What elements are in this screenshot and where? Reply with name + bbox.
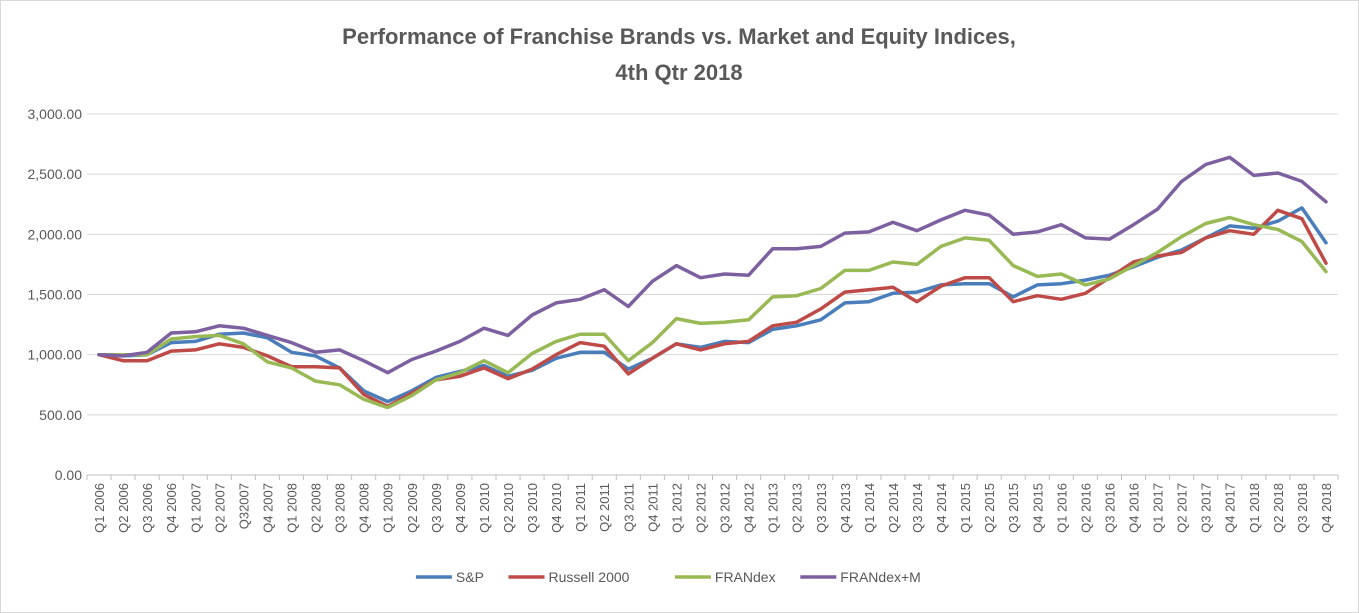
chart-title: Performance of Franchise Brands vs. Mark…: [342, 24, 1016, 49]
x-tick-label: Q4 2014: [934, 483, 949, 533]
x-tick-label: Q3 2017: [1199, 483, 1214, 533]
x-tick-label: Q1 2010: [477, 483, 492, 533]
x-tick-label: Q4 2010: [549, 483, 564, 533]
x-tick-label: Q3 2012: [718, 483, 733, 533]
x-tick-label: Q1 2013: [766, 483, 781, 533]
x-tick-label: Q4 2016: [1127, 483, 1142, 533]
x-tick-label: Q32007: [236, 483, 251, 529]
chart-subtitle: 4th Qtr 2018: [615, 60, 742, 85]
legend: S&P Russell 2000 FRANdex FRANdex+M: [415, 569, 921, 585]
y-axis: 0.00 500.00 1,000.00 1,500.00 2,000.00 2,500.…: [28, 106, 83, 483]
x-tick-label: Q2 2010: [501, 483, 516, 533]
x-tick-label: Q3 2018: [1295, 483, 1310, 533]
x-tick-label: Q3 2014: [910, 483, 925, 533]
x-tick-label: Q1 2017: [1151, 483, 1166, 533]
x-tick-label: Q2 2017: [1175, 483, 1190, 533]
x-tick-label: Q1 2008: [284, 483, 299, 533]
x-tick-label: Q2 2011: [597, 483, 612, 532]
x-tick-label: Q3 2010: [525, 483, 540, 533]
x-tick-label: Q1 2015: [958, 483, 973, 533]
legend-label: FRANdex: [715, 569, 776, 585]
gridlines: [87, 113, 1338, 476]
y-tick-label: 2,500.00: [28, 166, 83, 182]
x-tick-label: Q4 2006: [164, 483, 179, 533]
y-tick-label: 0.00: [55, 467, 82, 483]
series-lines: [97, 155, 1328, 410]
x-axis: Q1 2006 Q2 2006 Q3 2006 Q4 2006 Q1 2007 Q2 20…: [86, 475, 1339, 533]
x-tick-label: Q2 2013: [790, 483, 805, 533]
x-tick-label: Q2 2016: [1078, 483, 1093, 533]
x-tick-label: Q3 2011: [621, 483, 636, 532]
x-tick-label: Q4 2017: [1223, 483, 1238, 533]
x-tick-label: Q2 2014: [886, 483, 901, 533]
x-tick-label: Q3 2015: [1006, 483, 1021, 533]
x-tick-label: Q1 2009: [381, 483, 396, 533]
y-tick-label: 3,000.00: [28, 106, 83, 122]
x-tick-label: Q1 2007: [188, 483, 203, 533]
x-tick-label: Q3 2013: [814, 483, 829, 533]
series-line-4: [97, 155, 1328, 375]
y-tick-label: 1,500.00: [28, 287, 83, 303]
x-tick-label: Q3 2006: [140, 483, 155, 533]
legend-label: S&P: [456, 569, 484, 585]
x-tick-label: Q2 2008: [309, 483, 324, 533]
x-tick-label: Q4 2011: [645, 483, 660, 532]
series-line-3: [97, 215, 1328, 410]
x-tick-label: Q2 2012: [693, 483, 708, 533]
x-tick-label: Q1 2011: [573, 483, 588, 532]
y-tick-label: 500.00: [39, 407, 82, 423]
x-tick-label: Q3 2008: [333, 483, 348, 533]
series-line-2: [97, 208, 1328, 409]
y-tick-label: 1,000.00: [28, 347, 83, 363]
x-tick-label: Q1 2018: [1247, 483, 1262, 533]
x-tick-label: Q1 2014: [862, 483, 877, 533]
x-tick-label: Q4 2018: [1319, 483, 1334, 533]
legend-label: Russell 2000: [549, 569, 630, 585]
x-tick-label: Q4 2008: [357, 483, 372, 533]
x-tick-label: Q2 2018: [1271, 483, 1286, 533]
x-tick-label: Q3 2016: [1102, 483, 1117, 533]
x-tick-label: Q2 2009: [405, 483, 420, 533]
x-tick-label: Q2 2006: [116, 483, 131, 533]
x-tick-label: Q3 2009: [429, 483, 444, 533]
x-tick-label: Q1 2006: [92, 483, 107, 533]
x-tick-label: Q2 2015: [982, 483, 997, 533]
x-tick-label: Q4 2012: [742, 483, 757, 533]
x-tick-label: Q4 2013: [838, 483, 853, 533]
x-tick-label: Q2 2007: [212, 483, 227, 533]
x-tick-label: Q1 2016: [1054, 483, 1069, 533]
x-tick-label: Q4 2015: [1030, 483, 1045, 533]
x-tick-label: Q4 2009: [453, 483, 468, 533]
series-line-1: [97, 206, 1328, 404]
x-tick-label: Q4 2007: [260, 483, 275, 533]
y-tick-label: 2,000.00: [28, 226, 83, 242]
x-tick-label: Q1 2012: [669, 483, 684, 533]
legend-label: FRANdex+M: [840, 569, 921, 585]
